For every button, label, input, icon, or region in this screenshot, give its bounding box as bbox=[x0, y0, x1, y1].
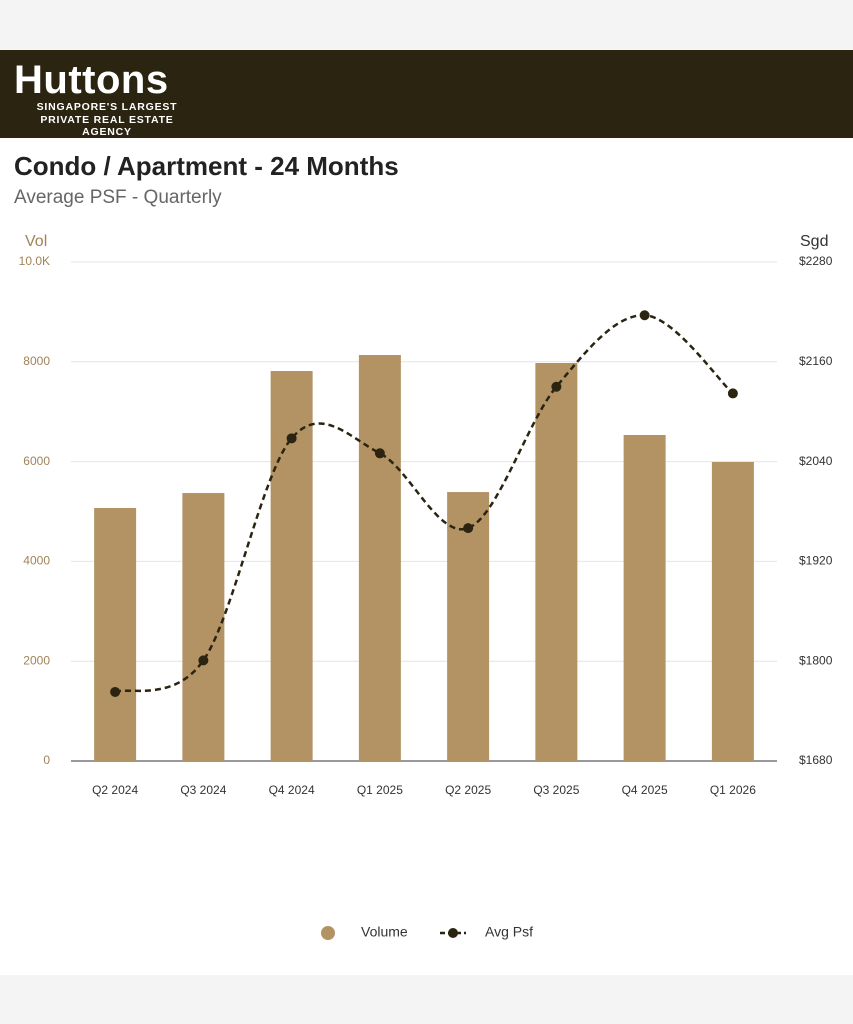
tagline: SINGAPORE'S LARGEST bbox=[36, 101, 178, 113]
y-tick-label: 6000 bbox=[23, 454, 50, 468]
header-bar bbox=[0, 50, 853, 138]
brand: Huttons bbox=[14, 58, 169, 102]
y-axis-label: Vol bbox=[25, 233, 47, 250]
bar bbox=[711, 461, 754, 761]
x-tick-label: Q1 2025 bbox=[357, 783, 403, 797]
line-point bbox=[286, 433, 297, 444]
y-tick-label: 8000 bbox=[23, 354, 50, 368]
y2-axis-label: Sgd bbox=[800, 233, 828, 250]
y2-tick-label: $2040 bbox=[799, 454, 833, 468]
y2-tick-label: $1680 bbox=[799, 753, 833, 767]
bar bbox=[94, 508, 137, 761]
chart: Condo / Apartment - 24 Months Average PS… bbox=[0, 138, 853, 975]
chart-title: Condo / Apartment - 24 Months bbox=[14, 151, 399, 181]
line-point bbox=[374, 448, 385, 459]
line-point bbox=[639, 310, 650, 321]
y-tick-label: 0 bbox=[43, 753, 50, 767]
x-tick-label: Q2 2024 bbox=[92, 783, 138, 797]
bar bbox=[358, 355, 401, 761]
line-point bbox=[198, 655, 209, 666]
y-tick-label: 4000 bbox=[23, 554, 50, 568]
y2-tick-label: $2280 bbox=[799, 254, 833, 268]
legend-label: Avg Psf bbox=[485, 924, 533, 940]
x-tick-label: Q4 2024 bbox=[269, 783, 315, 797]
x-tick-label: Q3 2025 bbox=[533, 783, 579, 797]
chart-background bbox=[0, 138, 853, 975]
line-point bbox=[551, 381, 562, 392]
bar bbox=[535, 362, 578, 761]
x-tick-label: Q1 2026 bbox=[710, 783, 756, 797]
legend-label: Volume bbox=[361, 924, 408, 940]
bar bbox=[447, 492, 490, 761]
line-point bbox=[110, 686, 121, 697]
chart-subtitle: Average PSF - Quarterly bbox=[14, 187, 222, 208]
legend-marker bbox=[448, 928, 458, 938]
legend-marker bbox=[321, 926, 335, 940]
y2-tick-label: $2160 bbox=[799, 354, 833, 368]
line-point bbox=[463, 523, 474, 534]
y2-tick-label: $1920 bbox=[799, 554, 833, 568]
x-tick-label: Q2 2025 bbox=[445, 783, 491, 797]
y2-tick-label: $1800 bbox=[799, 653, 833, 667]
bar bbox=[623, 435, 666, 761]
y-tick-label: 2000 bbox=[23, 653, 50, 667]
line-point bbox=[727, 388, 738, 399]
bar bbox=[182, 493, 225, 761]
tagline: PRIVATE REAL ESTATE AGENCY bbox=[40, 114, 174, 138]
x-tick-label: Q3 2024 bbox=[180, 783, 226, 797]
y-tick-label: 10.0K bbox=[19, 254, 50, 268]
bar bbox=[270, 371, 313, 761]
x-tick-label: Q4 2025 bbox=[622, 783, 668, 797]
